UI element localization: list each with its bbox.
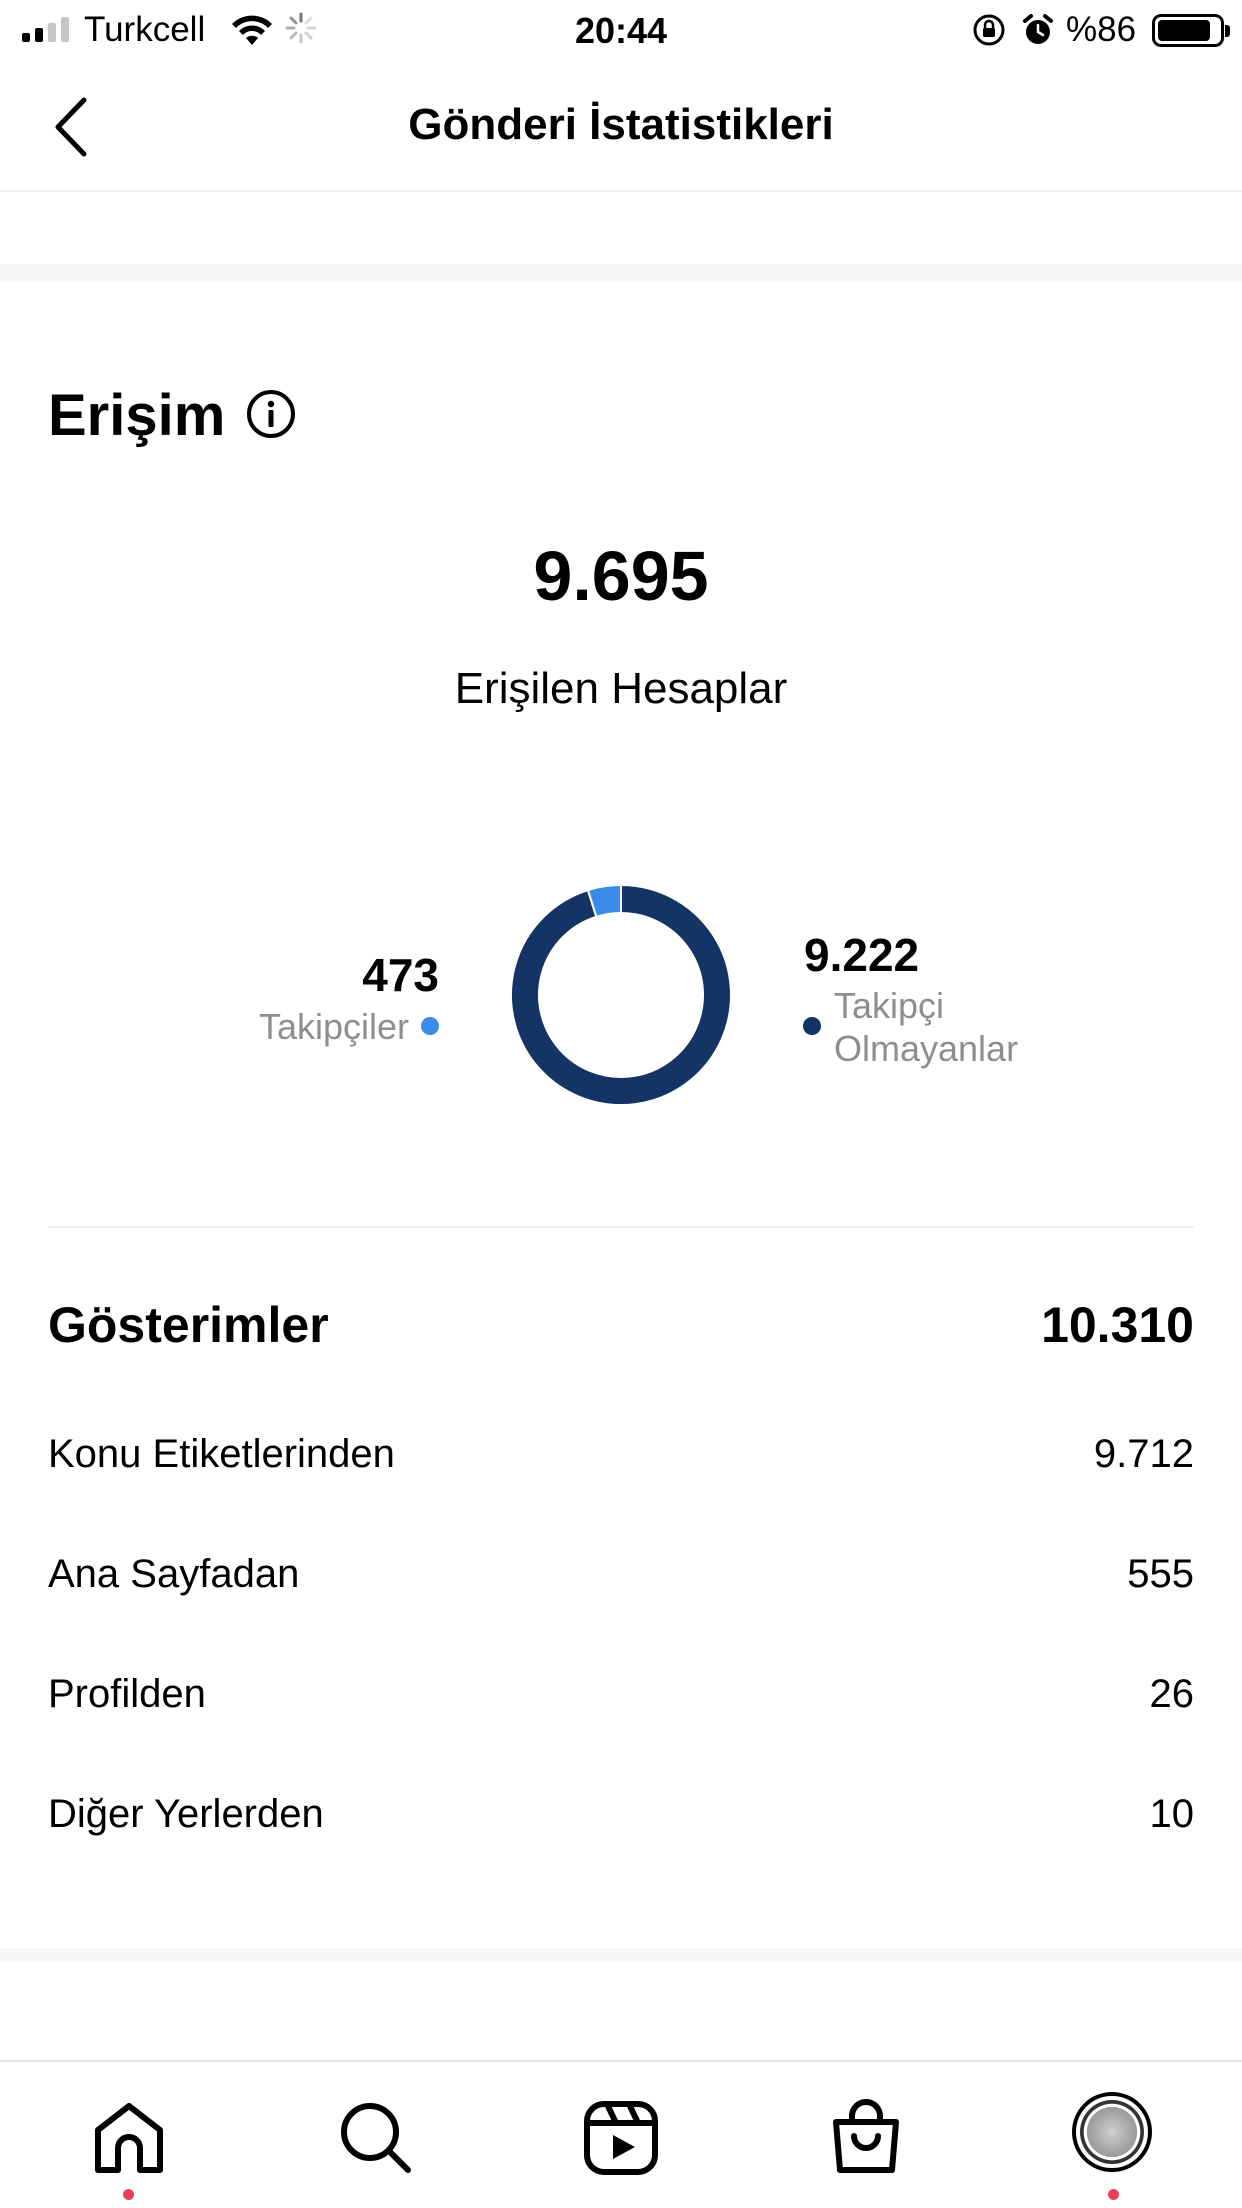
impression-source-row: Profilden 26	[48, 1672, 1194, 1732]
non-followers-legend-dot	[803, 1017, 821, 1035]
impression-source-row: Diğer Yerlerden 10	[48, 1792, 1194, 1852]
info-icon[interactable]	[246, 389, 296, 439]
battery-icon	[1152, 14, 1230, 47]
impression-source-value: 555	[1127, 1552, 1194, 1596]
impressions-title: Gösterimler	[48, 1297, 329, 1353]
impressions-total: 10.310	[1041, 1297, 1194, 1353]
impression-source-label: Profilden	[48, 1672, 206, 1716]
cellular-signal-icon	[22, 16, 69, 42]
donut-slice-non-followers	[510, 884, 732, 1106]
tab-reels[interactable]	[581, 2098, 661, 2178]
impression-source-value: 9.712	[1093, 1432, 1194, 1476]
non-followers-count: 9.222	[804, 929, 920, 981]
activity-spinner-icon	[285, 12, 317, 44]
section-divider	[0, 1948, 1242, 1962]
non-followers-label-line1: Takipçi	[834, 985, 945, 1026]
impression-source-value: 26	[1149, 1672, 1195, 1716]
impression-source-row: Konu Etiketlerinden 9.712	[48, 1432, 1194, 1492]
impression-source-row: Ana Sayfadan 555	[48, 1552, 1194, 1612]
tab-search[interactable]	[336, 2098, 416, 2178]
bottom-tab-bar	[0, 2060, 1242, 2208]
back-chevron-icon[interactable]	[48, 92, 98, 162]
impression-source-label: Ana Sayfadan	[48, 1552, 300, 1596]
accounts-reached-count: 9.695	[533, 537, 709, 615]
clock: 20:44	[574, 10, 668, 51]
followers-count: 473	[362, 949, 439, 1001]
impression-source-label: Konu Etiketlerinden	[48, 1432, 395, 1476]
home-activity-dot	[123, 2189, 134, 2200]
wifi-icon	[232, 15, 272, 45]
impression-source-label: Diğer Yerlerden	[48, 1792, 324, 1836]
home-icon	[95, 2103, 163, 2173]
tab-shop[interactable]	[826, 2098, 906, 2178]
battery-percentage: %86	[1066, 10, 1137, 49]
alarm-icon	[1023, 14, 1053, 44]
non-followers-label: Takipçi Olmayanlar	[834, 984, 1018, 1070]
profile-avatar-image	[1080, 2100, 1144, 2164]
navigation-header: Gönderi İstatistikleri	[0, 62, 1242, 192]
followers-legend-dot	[421, 1017, 439, 1035]
status-bar: Turkcell 20:44	[0, 0, 1242, 62]
carrier-name: Turkcell	[84, 10, 206, 49]
page-title: Gönderi İstatistikleri	[408, 100, 834, 149]
tab-home[interactable]	[89, 2098, 169, 2178]
reach-section-title: Erişim	[48, 383, 226, 448]
search-icon	[341, 2103, 411, 2173]
reels-icon	[584, 2101, 658, 2175]
non-followers-label-line2: Olmayanlar	[834, 1028, 1019, 1069]
section-divider	[0, 264, 1242, 282]
accounts-reached-label: Erişilen Hesaplar	[454, 664, 788, 713]
profile-avatar[interactable]	[1072, 2092, 1152, 2172]
rotation-lock-icon	[973, 14, 1005, 46]
shop-icon	[833, 2099, 899, 2173]
reach-donut-chart	[510, 884, 732, 1106]
divider-line	[48, 1226, 1194, 1228]
profile-activity-dot	[1108, 2189, 1119, 2200]
followers-label: Takipçiler	[258, 1006, 409, 1047]
impression-source-value: 10	[1149, 1792, 1195, 1836]
